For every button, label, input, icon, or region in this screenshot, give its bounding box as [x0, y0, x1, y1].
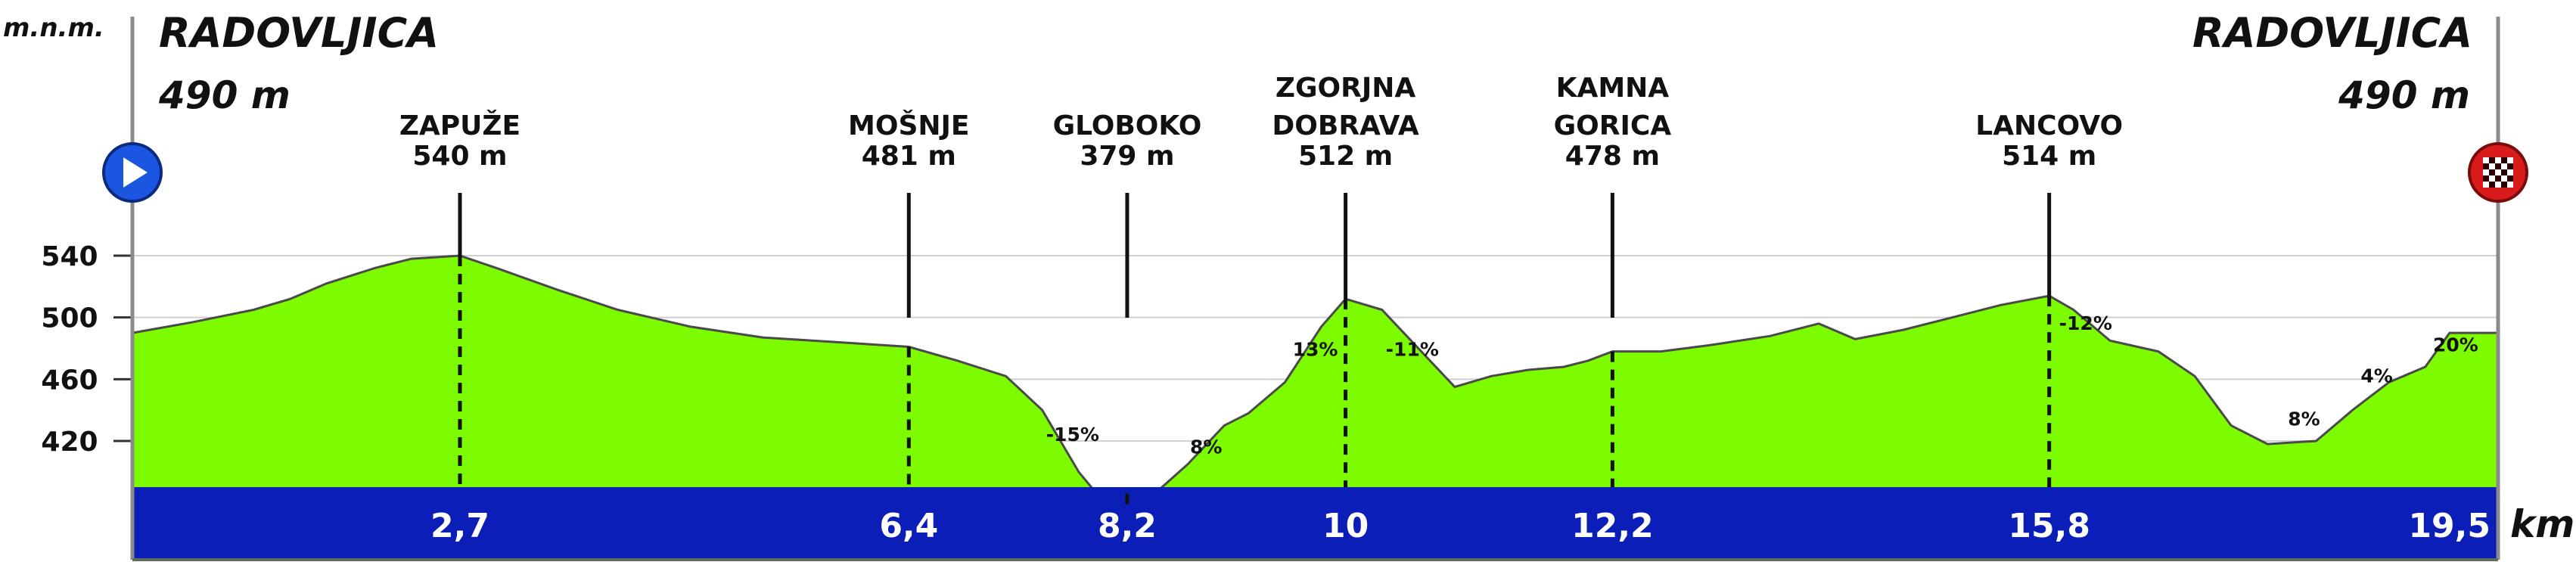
checker-square — [2507, 175, 2513, 182]
waypoint-name-label: GLOBOKO — [1053, 110, 1202, 141]
km-distance-label: 12,2 — [1571, 507, 1654, 545]
finish-town-label: RADOVLJICA — [2192, 9, 2472, 57]
checker-square — [2495, 163, 2501, 169]
waypoint-markers-layer — [458, 193, 2052, 505]
checkered-flag-icon — [2468, 142, 2528, 203]
waypoint-elevation-label: 379 m — [1080, 141, 1174, 172]
terrain-outline — [132, 254, 2498, 506]
gradient-label: 8% — [2288, 408, 2320, 430]
waypoint-elevation-label: 481 m — [862, 141, 956, 172]
gradient-label: 8% — [1190, 436, 1222, 458]
waypoint-name-label: DOBRAVA — [1272, 110, 1419, 141]
gradient-label: -15% — [1046, 424, 1099, 446]
checker-square — [2489, 169, 2495, 175]
checker-square — [2501, 157, 2507, 163]
km-distance-label: 6,4 — [879, 507, 938, 545]
terrain-area — [132, 256, 2498, 505]
terrain-layer — [132, 254, 2498, 506]
checker-square — [2483, 163, 2489, 169]
waypoint-elevation-label: 512 m — [1298, 141, 1393, 172]
checker-square — [2483, 175, 2489, 182]
checker-square — [2501, 169, 2507, 175]
waypoint-name-label: KAMNA — [1556, 73, 1670, 104]
checker-square — [2489, 175, 2495, 182]
checker-square — [2507, 182, 2513, 188]
gradient-label: -11% — [1386, 339, 1439, 361]
play-arrow-icon — [102, 142, 163, 203]
start-arrow — [123, 157, 148, 188]
checker-square — [2501, 182, 2507, 188]
checker-square — [2489, 182, 2495, 188]
km-distance-label: 10 — [1322, 507, 1369, 545]
waypoint-elevation-label: 478 m — [1565, 141, 1660, 172]
finish-elevation-label: 490 m — [2338, 73, 2470, 117]
x-unit-label: km — [2510, 502, 2574, 546]
waypoint-name-label: LANCOVO — [1975, 110, 2123, 141]
y-unit-label: m.n.m. — [3, 13, 104, 43]
waypoint-name-label: MOŠNJE — [848, 110, 969, 141]
checker-square — [2489, 163, 2495, 169]
waypoint-elevation-label: 540 m — [412, 141, 507, 172]
checker-square — [2495, 182, 2501, 188]
km-band-layer — [132, 487, 2498, 558]
km-distance-label: 15,8 — [2008, 507, 2090, 545]
gradient-label: -12% — [2059, 312, 2112, 334]
checker-square — [2483, 157, 2489, 163]
waypoint-name-label: ZGORJNA — [1276, 73, 1416, 104]
checker-square — [2501, 163, 2507, 169]
start-elevation-label: 490 m — [158, 73, 291, 117]
y-tick-label: 500 — [41, 303, 98, 334]
waypoint-elevation-label: 514 m — [2002, 141, 2096, 172]
km-band — [132, 487, 2498, 558]
km-distance-label: 8,2 — [1098, 507, 1157, 545]
y-tick-label: 460 — [41, 365, 98, 396]
start-town-label: RADOVLJICA — [159, 9, 439, 57]
checker-square — [2507, 157, 2513, 163]
km-distance-label: 2,7 — [430, 507, 489, 545]
checker-square — [2495, 157, 2501, 163]
waypoint-name-label: GORICA — [1554, 110, 1672, 141]
checker-square — [2483, 182, 2489, 188]
checker-square — [2483, 169, 2489, 175]
gradient-label: 13% — [1293, 339, 1338, 361]
frame-layer — [102, 17, 2528, 561]
gradient-label: 20% — [2433, 334, 2478, 356]
waypoint-name-label: ZAPUŽE — [399, 110, 520, 141]
checker-square — [2501, 175, 2507, 182]
checker-square — [2507, 169, 2513, 175]
km-distance-label-finish: 19,5 — [2408, 507, 2491, 545]
y-tick-label: 420 — [41, 427, 98, 458]
y-tick-label: 540 — [41, 241, 98, 272]
checker-square — [2495, 169, 2501, 175]
checker-square — [2489, 157, 2495, 163]
checker-square — [2507, 163, 2513, 169]
checker-square — [2495, 175, 2501, 182]
gradient-label: 4% — [2360, 365, 2392, 387]
